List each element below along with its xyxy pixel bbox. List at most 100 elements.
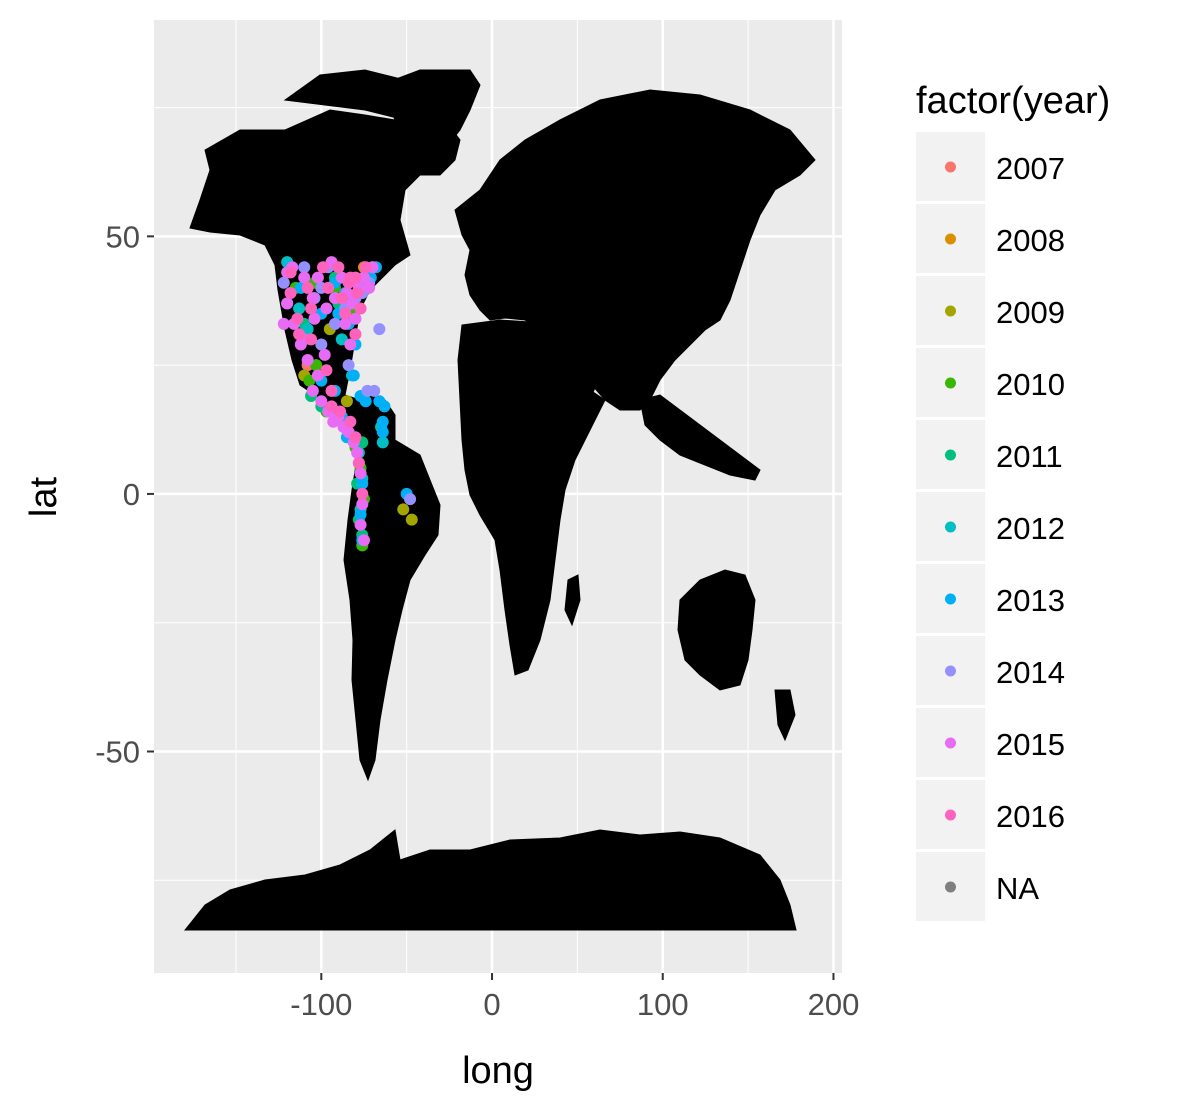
data-point-2016 [334, 405, 347, 418]
x-tick-label: 200 [808, 987, 860, 1022]
data-point-2009 [340, 395, 353, 408]
x-axis: -100 0 100 200 [290, 973, 859, 1022]
legend-label-2011: 2011 [996, 439, 1063, 474]
data-point-2016 [356, 487, 369, 500]
data-point-2015 [351, 446, 364, 459]
data-point-2016 [305, 333, 318, 346]
data-point-2014 [298, 261, 311, 274]
data-point-2016 [332, 261, 345, 274]
legend: factor(year) 2007 2008 2009 2010 2011 2012 201… [916, 80, 1110, 921]
data-point-2015 [339, 317, 352, 330]
data-point-2015 [311, 271, 324, 284]
legend-swatch-2007 [945, 161, 956, 173]
data-point-2014 [277, 276, 290, 289]
data-point-2014 [361, 384, 374, 397]
legend-label-2016: 2016 [996, 799, 1065, 834]
data-point-2014 [328, 317, 341, 330]
data-point-2015 [277, 317, 290, 330]
legend-label-NA: NA [996, 871, 1039, 906]
y-axis-title: lat [23, 476, 65, 517]
data-point-2016 [291, 312, 304, 325]
y-tick-label: 0 [123, 477, 140, 512]
legend-swatch-2015 [945, 737, 956, 749]
data-point-2013 [356, 477, 369, 490]
data-point-2015 [315, 395, 328, 408]
y-tick-label: -50 [95, 734, 140, 769]
data-point-2014 [315, 338, 328, 351]
data-point-2016 [305, 302, 318, 315]
data-point-2015 [354, 518, 367, 531]
data-point-2014 [342, 359, 355, 372]
data-point-2015 [318, 348, 331, 361]
legend-label-2015: 2015 [996, 727, 1065, 762]
data-point-2014 [373, 323, 386, 336]
legend-swatch-2009 [945, 305, 956, 317]
data-point-2016 [320, 364, 333, 377]
x-tick-label: 0 [483, 987, 500, 1022]
data-point-2016 [284, 266, 297, 279]
data-point-2016 [339, 307, 352, 320]
y-tick-label: 50 [106, 219, 140, 254]
data-point-2015 [298, 271, 311, 284]
legend-swatch-2011 [945, 449, 956, 461]
data-point-2013 [376, 415, 389, 428]
australia-shape [677, 569, 756, 691]
legend-swatch-2016 [945, 809, 956, 821]
legend-label-2012: 2012 [996, 511, 1065, 546]
data-point-2016 [335, 292, 348, 305]
x-tick-label: 100 [637, 987, 689, 1022]
data-point-2012 [376, 436, 389, 449]
data-point-2013 [373, 395, 386, 408]
data-point-2013 [347, 369, 360, 382]
data-point-2009 [397, 503, 410, 516]
data-point-2013 [376, 426, 389, 439]
legend-title: factor(year) [916, 80, 1110, 122]
data-point-2009 [405, 513, 418, 526]
data-point-2015 [306, 292, 319, 305]
x-tick-label: -100 [290, 987, 352, 1022]
data-point-2016 [352, 457, 365, 470]
data-point-2015 [320, 302, 333, 315]
data-point-2015 [357, 534, 370, 547]
data-point-2015 [344, 338, 357, 351]
antarctica-shape [183, 829, 797, 931]
legend-swatch-2014 [945, 665, 956, 677]
madagascar-shape [564, 574, 581, 627]
data-point-2016 [349, 328, 362, 341]
legend-swatch-2012 [945, 521, 956, 533]
data-point-2016 [322, 281, 335, 294]
data-point-2016 [284, 287, 297, 300]
data-point-2016 [351, 287, 364, 300]
data-point-2012 [293, 302, 306, 315]
south-america-shape [343, 439, 441, 782]
data-point-2015 [354, 467, 367, 480]
africa-shape [457, 319, 606, 676]
data-point-2015 [308, 312, 321, 325]
data-point-2016 [359, 261, 372, 274]
data-point-2015 [363, 281, 376, 294]
data-point-2016 [293, 328, 306, 341]
data-point-2015 [356, 498, 369, 511]
world-landmass [183, 69, 816, 931]
legend-swatch-2010 [945, 377, 956, 389]
legend-label-2013: 2013 [996, 583, 1065, 618]
data-point-2015 [301, 353, 314, 366]
data-point-2015 [294, 338, 307, 351]
data-point-2014 [404, 493, 417, 506]
data-points [277, 256, 418, 552]
data-point-2016 [349, 271, 362, 284]
x-axis-title: long [462, 1050, 534, 1092]
legend-label-2010: 2010 [996, 367, 1065, 402]
data-point-2015 [281, 297, 294, 310]
data-point-2016 [301, 281, 314, 294]
eurasia-shape [454, 89, 816, 411]
legend-label-2009: 2009 [996, 295, 1065, 330]
data-point-2015 [349, 312, 362, 325]
data-point-2016 [354, 302, 367, 315]
data-point-2016 [325, 384, 338, 397]
legend-swatch-NA [945, 881, 956, 893]
data-point-2015 [357, 271, 370, 284]
data-point-2015 [306, 384, 319, 397]
legend-label-2007: 2007 [996, 151, 1065, 186]
